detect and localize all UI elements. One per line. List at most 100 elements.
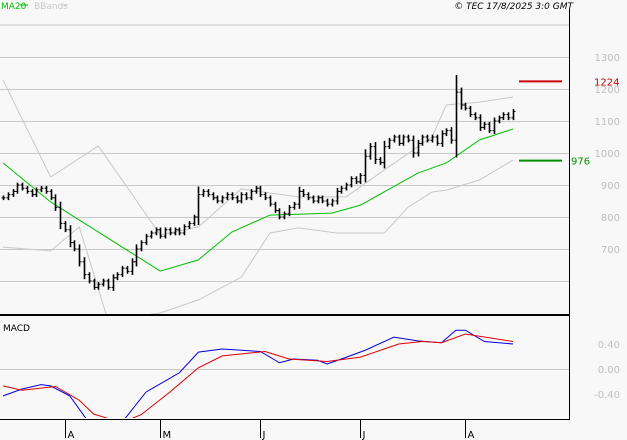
ohlc-bar — [277, 208, 282, 220]
copyright-timestamp: © TEC 17/8/2025 3:0 GMT — [454, 2, 574, 12]
ohlc-bar — [230, 192, 235, 201]
ohlc-bar — [263, 192, 268, 201]
ohlc-bar — [72, 240, 77, 252]
ohlc-bar — [492, 117, 497, 135]
ohlc-bar — [473, 112, 478, 121]
ohlc-bar — [435, 134, 440, 146]
y-tick-label: 1100 — [595, 117, 620, 128]
ohlc-bar — [254, 185, 259, 194]
ohlc-bar — [115, 272, 120, 281]
x-tick-label: A — [68, 430, 75, 440]
y-tick-label: 1200 — [595, 85, 620, 96]
ohlc-bar — [49, 189, 54, 201]
ohlc-bar — [373, 141, 378, 165]
ohlc-bar — [154, 227, 159, 236]
ohlc-bar — [330, 198, 335, 207]
ohlc-bar — [25, 185, 30, 194]
macd-axis-labels: 0.40 0.00 -0.40 — [594, 340, 620, 401]
ohlc-bar — [15, 182, 20, 194]
ohlc-bar — [501, 112, 506, 121]
price-plot — [1, 74, 516, 314]
ohlc-bar — [96, 281, 101, 290]
ohlc-bar — [20, 182, 25, 191]
ohlc-bar — [163, 227, 168, 239]
ohlc-bar — [101, 278, 106, 287]
ohlc-bar — [297, 186, 302, 209]
y-tick-label: 1000 — [595, 149, 620, 160]
ohlc-bar — [363, 149, 368, 183]
ohlc-bar — [430, 134, 435, 143]
ohlc-bar — [411, 135, 416, 158]
y-tick-label: 1300 — [595, 53, 620, 64]
ohlc-bar — [44, 185, 49, 194]
support-level-label: 976 — [571, 157, 590, 168]
ohlc-bar — [487, 121, 492, 133]
ohlc-bar — [34, 187, 39, 197]
ohlc-bar — [459, 87, 464, 110]
lower-bollinger-band — [2, 159, 514, 314]
x-tick-label: M — [163, 430, 172, 440]
ohlc-bar — [320, 195, 325, 204]
ohlc-bar — [149, 230, 154, 239]
ohlc-bar — [106, 278, 111, 290]
ohlc-bar — [468, 105, 473, 117]
ohlc-bar — [192, 214, 197, 226]
ohlc-bar — [144, 233, 149, 245]
macd-tick-label: 0.40 — [598, 340, 620, 351]
ohlc-bar — [316, 195, 321, 204]
ohlc-bar — [387, 137, 392, 149]
ohlc-bar — [354, 176, 359, 185]
ohlc-bar — [306, 192, 311, 201]
ohlc-bar — [249, 189, 254, 201]
ohlc-bar — [444, 128, 449, 137]
upper-bollinger-band — [2, 79, 514, 236]
ohlc-bar — [225, 192, 230, 201]
macd-line — [2, 329, 514, 418]
ohlc-bar — [482, 121, 487, 130]
ohlc-bar — [287, 205, 292, 217]
ohlc-bar — [368, 143, 373, 160]
resistance-level-label: 1224 — [594, 77, 619, 88]
ohlc-bar — [58, 201, 63, 230]
ohlc-bar — [39, 185, 44, 193]
ohlc-bar — [168, 227, 173, 236]
ohlc-bar — [440, 130, 445, 147]
ohlc-bar — [301, 189, 306, 197]
ohlc-bar — [406, 134, 411, 143]
ma20-line — [2, 128, 514, 272]
ohlc-bar — [92, 278, 97, 290]
ohlc-bar — [335, 187, 340, 205]
ohlc-bar — [111, 274, 116, 291]
ohlc-bar — [478, 114, 483, 131]
ohlc-bar — [244, 192, 249, 201]
ohlc-bar — [201, 189, 206, 197]
x-tick-label: A — [468, 430, 475, 440]
price-axis-labels: 1300 1200 1100 1000 900 800 700 — [595, 53, 620, 256]
y-tick-label: 900 — [601, 181, 620, 192]
ohlc-bar — [82, 257, 87, 280]
ohlc-bar — [511, 109, 516, 121]
ohlc-bar — [311, 195, 316, 204]
ohlc-bar — [378, 157, 383, 165]
ohlc-bar — [273, 201, 278, 213]
macd-tick-label: 0.00 — [598, 365, 620, 376]
ohlc-bar — [63, 221, 68, 233]
y-tick-label: 800 — [601, 213, 620, 224]
ohlc-bar — [68, 225, 73, 248]
ohlc-bar — [134, 244, 139, 267]
ohlc-bar — [239, 192, 244, 204]
ohlc-bar — [139, 240, 144, 252]
ohlc-bar — [206, 189, 211, 197]
y-tick-label: 700 — [601, 245, 620, 256]
ohlc-bar — [177, 227, 182, 236]
ohlc-bar — [6, 192, 11, 201]
ohlc-bar — [125, 265, 130, 274]
ohlc-bar — [120, 265, 125, 277]
ohlc-bar — [211, 192, 216, 201]
ohlc-bar — [173, 227, 178, 236]
ohlc-bar — [339, 185, 344, 194]
ohlc-bar — [349, 176, 354, 188]
macd-plot — [0, 329, 569, 418]
